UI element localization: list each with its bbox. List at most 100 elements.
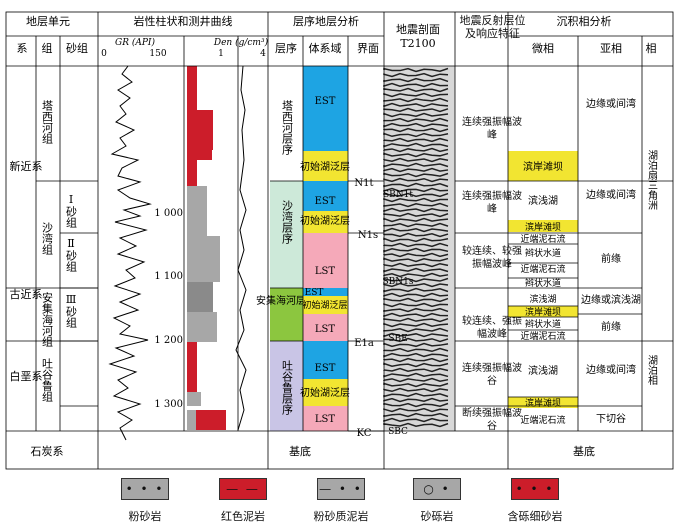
- seq-taxihe-label: 塔西河层序: [281, 100, 294, 156]
- seismic-reflector: [383, 347, 449, 353]
- tract-label-est-1: EST: [315, 96, 336, 107]
- header-subfacies: 亚相: [600, 42, 622, 55]
- seq-tugulu-label: 吐谷鲁层序: [281, 360, 294, 416]
- tract-label-flood-1: 初始湖泛层: [300, 160, 350, 173]
- seismic-reflector: [383, 357, 449, 363]
- subfacies-1: 边缘或间湾: [586, 97, 636, 110]
- response-3: 较连续、较强振幅波峰: [462, 246, 522, 270]
- tract-label-est-3: EST: [305, 288, 324, 298]
- header-system-tract: 体系域: [309, 41, 342, 55]
- seismic-reflector: [383, 417, 449, 423]
- depth-1000: 1 000: [154, 208, 183, 219]
- header-seismic-reflection: 地震反射层位及响应特征: [459, 14, 526, 40]
- seismic-reflector: [383, 107, 449, 113]
- system-cretaceous: 白垩系: [10, 369, 43, 383]
- interface-n1s: N1s: [358, 230, 378, 241]
- system-neogene: 新近系: [10, 159, 43, 173]
- seismic-reflector: [383, 152, 449, 158]
- seismic-sbn1t: SBN1t: [383, 190, 413, 200]
- tract-est-2: [303, 181, 348, 211]
- seismic-reflector: [383, 102, 449, 108]
- seismic-reflector: [383, 367, 449, 373]
- subfacies-7: 下切谷: [596, 413, 626, 425]
- subfacies-2: 边缘或间湾: [586, 188, 636, 201]
- group-tugulu: 吐谷鲁组: [41, 358, 54, 402]
- seismic-reflector: [383, 242, 449, 248]
- seismic-reflector: [383, 312, 449, 318]
- header-seismic-line: T2100: [400, 37, 435, 50]
- seismic-reflector: [383, 77, 449, 83]
- seismic-reflector: [383, 322, 449, 328]
- seismic-reflector: [383, 272, 449, 278]
- header-group: 组: [42, 41, 53, 55]
- mf-bg-4: [508, 397, 578, 408]
- depth-1200: 1 200: [154, 335, 183, 346]
- seismic-reflector: [383, 327, 449, 333]
- header-seismic: 地震剖面: [396, 22, 440, 36]
- seq-shawan-label: 沙湾层序: [281, 200, 294, 245]
- seismic-reflector: [383, 87, 449, 93]
- seismic-sbe: SBE: [388, 334, 407, 344]
- interface-n1t: N1t: [354, 178, 373, 189]
- seismic-reflector: [383, 202, 449, 208]
- header-sequence: 层序: [275, 41, 297, 55]
- group-anjihaihe: 安集海河组: [41, 291, 54, 347]
- seismic-reflector: [383, 267, 449, 273]
- seismic-sbc: SBC: [388, 427, 408, 437]
- mf-bg-1: [508, 151, 578, 181]
- seismic-reflector: [383, 362, 449, 368]
- seismic-reflector: [383, 92, 449, 98]
- microfacies-7: 辫状水道: [525, 277, 561, 289]
- subfacies-4: 边缘或滨浅湖: [581, 293, 641, 306]
- microfacies-5: 辫状水道: [525, 247, 561, 259]
- microfacies-4: 近端泥石流: [520, 233, 565, 245]
- basement-facies: 基底: [573, 444, 595, 458]
- seismic-reflector: [383, 182, 449, 188]
- seq-basement-label: 基底: [289, 444, 311, 458]
- gr-tick-150: 150: [149, 49, 166, 59]
- response-2: 连续强振幅波峰: [462, 191, 522, 215]
- tract-label-lst-2: LST: [315, 324, 335, 335]
- tract-flood-1: [303, 151, 348, 181]
- seismic-reflector: [383, 157, 449, 163]
- seismic-reflector: [383, 352, 449, 358]
- seismic-reflector: [383, 282, 449, 288]
- seismic-reflector: [383, 277, 449, 283]
- mf-bg-2: [508, 220, 578, 232]
- facies-2: 湖泊相: [646, 355, 658, 385]
- seismic-reflector: [383, 222, 449, 228]
- seismic-reflector: [383, 212, 449, 218]
- seismic-reflector: [383, 237, 449, 243]
- seismic-reflector: [383, 67, 449, 73]
- tract-est-4: [303, 341, 348, 379]
- seismic-reflector: [383, 142, 449, 148]
- seismic-reflector: [383, 317, 449, 323]
- seismic-reflector: [383, 392, 449, 398]
- header-interface: 界面: [357, 42, 379, 55]
- legend-siltstone-label: 粉砂岩: [128, 510, 162, 523]
- group-shawan: 沙湾组: [41, 222, 54, 255]
- seismic-reflector: [383, 302, 449, 308]
- group-taxihe: 塔西河组: [41, 100, 54, 144]
- seismic-reflector: [383, 247, 449, 253]
- seismic-reflector: [383, 127, 449, 133]
- tract-label-est-4: EST: [315, 363, 336, 374]
- seismic-reflector: [383, 137, 449, 143]
- seismic-reflector: [383, 197, 449, 203]
- table-grid: [5, 11, 674, 470]
- seq-anji-label: 安集海河层序: [256, 294, 316, 307]
- seismic-reflector: [383, 257, 449, 263]
- seismic-reflector: [383, 122, 449, 128]
- seismic-reflector: [383, 132, 449, 138]
- seismic-reflector: [383, 292, 449, 298]
- legend-red-mudstone: — — 红色泥岩: [193, 478, 293, 524]
- tract-lst-2: [303, 314, 348, 341]
- tract-lst-1: [303, 233, 348, 288]
- seismic-reflector: [383, 112, 449, 118]
- header-sequence-analysis: 层序地层分析: [293, 14, 359, 28]
- tract-flood-4: [303, 379, 348, 406]
- subfacies-3: 前缘: [601, 252, 621, 265]
- seismic-reflector: [383, 342, 449, 348]
- sand-group-2: Ⅱ砂组: [65, 237, 78, 272]
- legend: • • • 粉砂岩 — — 红色泥岩 — • • 粉砂质泥岩 ○ • 砂砾岩 •…: [0, 478, 679, 527]
